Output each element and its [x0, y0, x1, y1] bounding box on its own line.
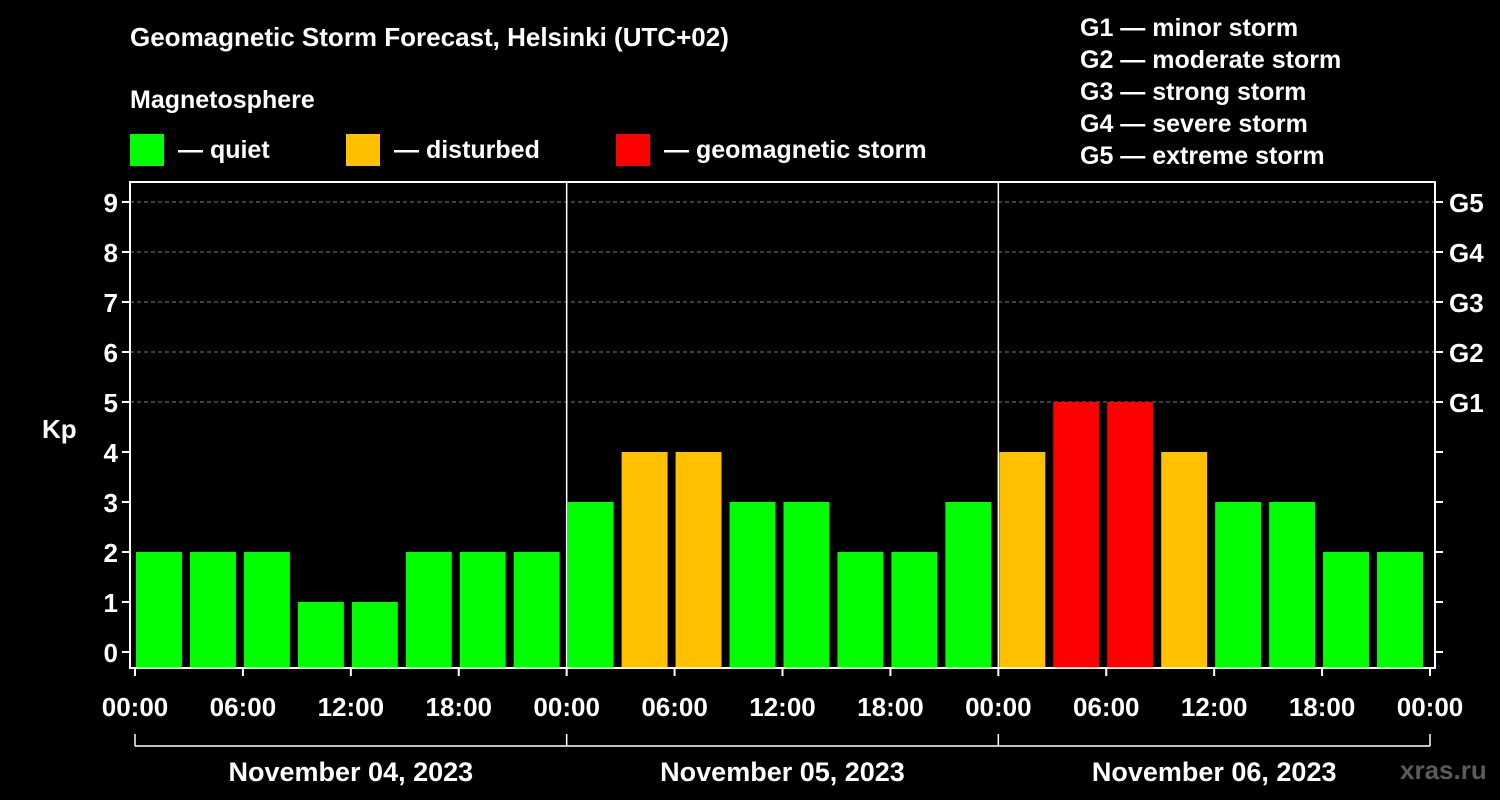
right-axis-label-g5: G5: [1449, 188, 1484, 218]
x-tick-label: 06:00: [641, 692, 708, 722]
day-label: November 06, 2023: [1092, 757, 1337, 787]
x-tick-label: 00:00: [965, 692, 1032, 722]
bar: [729, 502, 776, 668]
legend-item-storm: — geomagnetic storm: [616, 134, 927, 166]
bar: [891, 552, 938, 668]
bar: [675, 452, 722, 668]
x-tick-label: 00:00: [102, 692, 169, 722]
bar: [1053, 402, 1100, 668]
storm-level-g1: G1 — minor storm: [1080, 14, 1299, 42]
y-tick-label: 7: [104, 288, 118, 318]
right-axis-label-g2: G2: [1449, 338, 1484, 368]
x-tick-label: 18:00: [426, 692, 493, 722]
watermark: xras.ru: [1400, 755, 1487, 785]
bar: [1323, 552, 1370, 668]
x-tick-label: 06:00: [1073, 692, 1140, 722]
bar: [783, 502, 830, 668]
y-tick-label: 6: [104, 338, 118, 368]
legend-swatch-quiet: [130, 134, 164, 166]
bar: [1161, 452, 1208, 668]
bar: [999, 452, 1046, 668]
y-tick-label: 4: [104, 438, 119, 468]
legend-label-quiet: — quiet: [178, 135, 270, 164]
storm-level-g4: G4 — severe storm: [1080, 110, 1308, 138]
storm-level-g2: G2 — moderate storm: [1080, 46, 1342, 74]
x-tick-label: 18:00: [1289, 692, 1356, 722]
y-tick-label: 8: [104, 238, 118, 268]
bar: [1215, 502, 1262, 668]
legend-swatch-disturbed: [346, 134, 380, 166]
legend-item-disturbed: — disturbed: [346, 134, 540, 166]
x-tick-label: 06:00: [210, 692, 277, 722]
legend-label-storm: — geomagnetic storm: [664, 135, 927, 164]
y-axis-label: Kp: [42, 414, 77, 444]
bar: [567, 502, 614, 668]
bar: [945, 502, 992, 668]
bar: [189, 552, 236, 668]
bar: [243, 552, 290, 668]
y-tick-label: 0: [104, 638, 118, 668]
day-label: November 05, 2023: [660, 757, 905, 787]
day-label: November 04, 2023: [229, 757, 474, 787]
y-tick-label: 5: [104, 388, 118, 418]
chart-title: Geomagnetic Storm Forecast, Helsinki (UT…: [130, 22, 729, 52]
x-tick-label: 12:00: [749, 692, 816, 722]
legend-swatch-storm: [616, 134, 650, 166]
bar: [1377, 552, 1423, 668]
bar: [513, 552, 560, 668]
x-tick-label: 00:00: [533, 692, 600, 722]
bar: [621, 452, 668, 668]
right-axis-label-g4: G4: [1449, 238, 1484, 268]
x-tick-label: 00:00: [1397, 692, 1464, 722]
right-axis-label-g3: G3: [1449, 288, 1484, 318]
bar: [1269, 502, 1316, 668]
storm-level-g3: G3 — strong storm: [1080, 78, 1307, 106]
storm-level-g5: G5 — extreme storm: [1080, 142, 1325, 170]
bar: [405, 552, 452, 668]
bar: [297, 602, 344, 668]
legend-label-disturbed: — disturbed: [394, 135, 540, 164]
bar: [351, 602, 398, 668]
storm-level-list: G1 — minor storm G2 — moderate storm G3 …: [1080, 12, 1341, 172]
bar: [837, 552, 884, 668]
bar: [1107, 402, 1154, 668]
x-tick-label: 12:00: [318, 692, 385, 722]
bar: [136, 552, 182, 668]
y-tick-label: 9: [104, 188, 118, 218]
x-tick-label: 18:00: [857, 692, 924, 722]
y-tick-label: 3: [104, 488, 118, 518]
bar: [459, 552, 506, 668]
right-axis-label-g1: G1: [1449, 388, 1484, 418]
y-tick-label: 1: [104, 588, 118, 618]
x-tick-label: 12:00: [1181, 692, 1248, 722]
legend-title: Magnetosphere: [130, 86, 315, 114]
y-tick-label: 2: [104, 538, 118, 568]
legend-item-quiet: — quiet: [130, 134, 270, 166]
